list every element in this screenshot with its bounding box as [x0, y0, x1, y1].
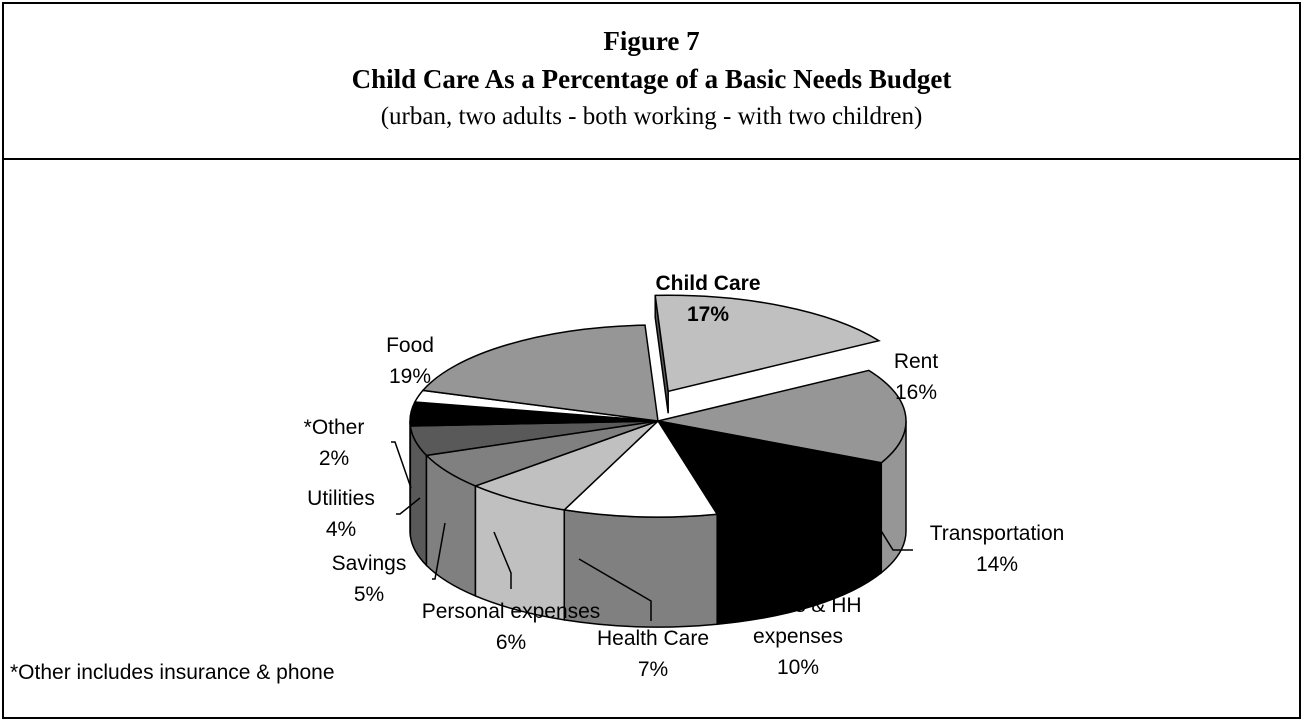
slice-label-clothes-hh-expenses: Clothes & HH expenses 10%: [734, 594, 861, 679]
slice-label-line: expenses: [753, 625, 843, 648]
slice-label-line: 7%: [638, 658, 668, 681]
footnote: *Other includes insurance & phone: [10, 661, 335, 684]
figure-subtitle: (urban, two adults - both working - with…: [380, 103, 923, 130]
slice-label-personal-expenses: Personal expenses 6%: [422, 600, 601, 654]
leader-line-transportation: [866, 507, 913, 551]
slice-label-line: 6%: [496, 631, 526, 654]
leader-line-health-care: [578, 558, 652, 621]
pie-slice-child-care: [654, 294, 881, 393]
pie-slice-health-care: [473, 420, 659, 511]
pie-slice-clothes-hh-expenses: [562, 419, 719, 518]
slice-label-savings: Savings 5%: [332, 552, 407, 606]
slice-label-line: Personal expenses: [422, 600, 601, 623]
slice-label-line: Transportation: [930, 522, 1065, 545]
leader-lines: [391, 441, 913, 621]
slice-label-utilities: Utilities 4%: [307, 487, 375, 541]
slice-label-line: Food: [386, 334, 434, 357]
slice-label-child-care: Child Care 17%: [655, 272, 760, 326]
leader-line-other: [391, 441, 412, 489]
pie-slice-rent: [657, 369, 907, 464]
figure-label: Figure 7: [603, 26, 700, 56]
slice-label-line: Health Care: [597, 627, 709, 650]
pie-slice-transportation: [656, 419, 884, 516]
slice-label-health-care: Health Care 7%: [597, 627, 709, 681]
slice-label-line: Utilities: [307, 487, 375, 510]
figure-header: Figure 7 Child Care As a Percentage of a…: [4, 4, 1299, 160]
slice-label-line: 19%: [389, 365, 431, 388]
leader-line-utilities: [396, 497, 421, 515]
figure-title: Child Care As a Percentage of a Basic Ne…: [351, 64, 952, 94]
slice-labels: Child Care 17% Rent 16% Transportation 14% Clo…: [304, 272, 1065, 681]
slice-label-line: 4%: [326, 518, 356, 541]
slice-label-line: 2%: [319, 447, 349, 470]
slice-label-food: Food 19%: [386, 334, 434, 388]
slice-label-line: 10%: [777, 656, 819, 679]
slice-label-line: Savings: [332, 552, 407, 575]
slice-label-line: Rent: [894, 350, 939, 373]
slice-label-line: Clothes & HH: [734, 594, 861, 617]
slice-label-line: *Other: [304, 416, 365, 439]
leader-line-personal-expenses: [493, 531, 512, 589]
pie-tops: [409, 294, 907, 518]
slice-label-line: Child Care: [655, 272, 760, 295]
leader-line-clothes-hh-expenses: [736, 543, 809, 587]
leader-line-savings: [432, 522, 446, 580]
slice-label-line: 17%: [687, 303, 729, 326]
slice-label-line: 5%: [354, 583, 384, 606]
slice-label-rent: Rent 16%: [894, 350, 939, 404]
pie-slice-food: [421, 324, 659, 422]
slice-label-transportation: Transportation 14%: [930, 522, 1065, 576]
slice-label-other: *Other 2%: [304, 416, 365, 470]
slice-label-line: 16%: [895, 381, 937, 404]
slice-label-line: 14%: [976, 553, 1018, 576]
